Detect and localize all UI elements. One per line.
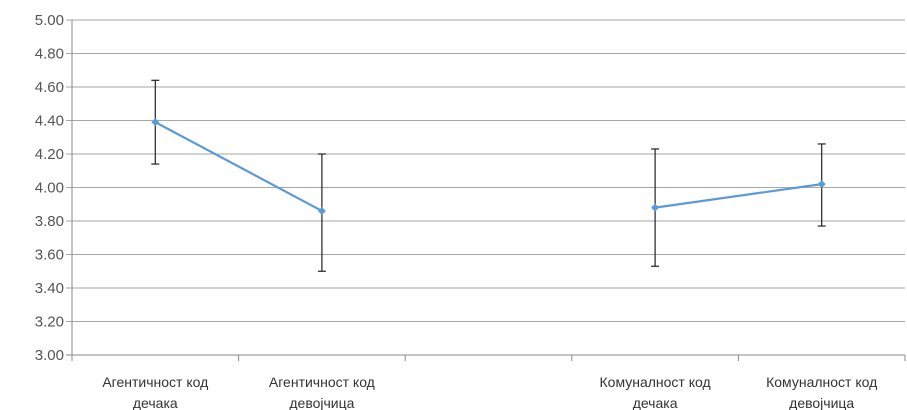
y-tick-label: 3.00 — [35, 347, 64, 364]
x-tick-label: девојчица — [789, 395, 854, 410]
data-point-marker — [651, 204, 659, 212]
x-tick-label: Комуналност код — [766, 374, 877, 390]
y-tick-label: 3.60 — [35, 247, 64, 264]
series-lines — [155, 122, 821, 211]
y-tick-label: 5.00 — [35, 12, 64, 29]
series-line-segment — [155, 122, 322, 211]
y-tick-label: 4.40 — [35, 113, 64, 130]
y-tick-label: 4.60 — [35, 79, 64, 96]
y-tick-label: 4.00 — [35, 180, 64, 197]
data-point-marker — [818, 180, 826, 188]
x-tick-label: дечака — [133, 395, 178, 410]
y-tick-label: 3.80 — [35, 213, 64, 230]
x-tick-label: Агентичност код — [102, 374, 208, 390]
data-point-marker — [318, 207, 326, 215]
x-tick-label: дечака — [633, 395, 678, 410]
data-point-marker — [151, 118, 159, 126]
error-bars — [151, 80, 825, 271]
y-tick-label: 4.20 — [35, 146, 64, 163]
y-tick-label: 3.20 — [35, 314, 64, 331]
x-axis-ticks: Агентичност код дечака Агентичност код дево… — [102, 374, 877, 410]
y-tick-label: 3.40 — [35, 280, 64, 297]
x-tick-label: Агентичност код — [269, 374, 375, 390]
data-points — [151, 118, 825, 215]
y-axis-ticks: 3.00 3.20 3.40 3.60 3.80 4.00 4.20 4.40 4.60 4.80… — [35, 12, 64, 364]
x-tick-label: Комуналност код — [600, 374, 711, 390]
x-tick-label: девојчица — [289, 395, 354, 410]
y-tick-label: 4.80 — [35, 46, 64, 63]
